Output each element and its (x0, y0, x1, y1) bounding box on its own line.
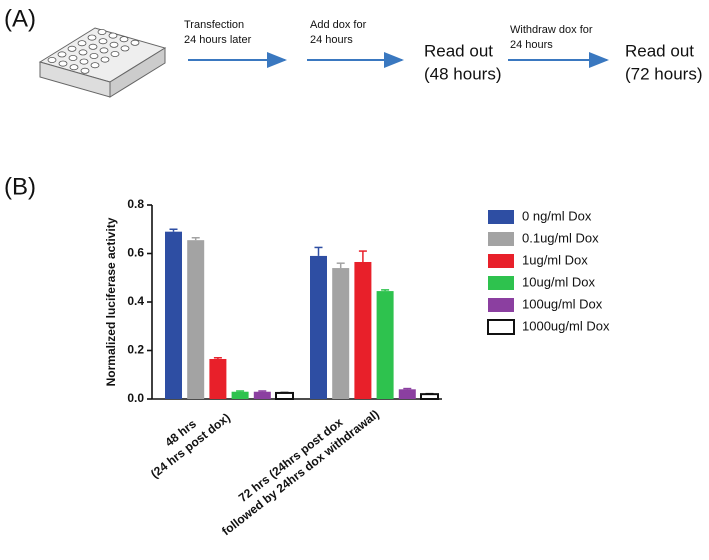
legend-swatch (488, 276, 514, 290)
well (69, 64, 79, 71)
y-tick-label: 0.6 (127, 246, 144, 260)
legend-label: 0 ng/ml Dox (522, 208, 592, 223)
well (77, 40, 87, 47)
well (57, 51, 67, 58)
x-tick-label: 72 hrs (24hrs post dox (236, 415, 346, 505)
legend-label: 1ug/ml Dox (522, 252, 588, 267)
well (110, 51, 120, 58)
y-tick-label: 0.0 (127, 391, 144, 405)
bar (398, 389, 416, 399)
step-label: Transfection (184, 19, 244, 31)
step-label: Withdraw dox for (510, 24, 593, 36)
well (119, 36, 129, 43)
well (58, 60, 68, 67)
error-bar (314, 246, 323, 256)
error-bar (236, 390, 245, 392)
well (108, 32, 118, 39)
legend-swatch (487, 319, 515, 335)
well (79, 58, 89, 65)
well (67, 45, 77, 52)
well (97, 28, 107, 35)
well (109, 41, 119, 48)
y-tick-label: 0.2 (127, 343, 144, 357)
readout-label: (48 hours) (424, 64, 501, 83)
step-label: 24 hours later (184, 34, 252, 46)
legend-label: 100ug/ml Dox (522, 296, 603, 311)
error-bar (258, 390, 267, 392)
well (89, 53, 99, 60)
well (88, 43, 98, 50)
error-bar (336, 262, 345, 269)
bar (165, 231, 182, 399)
step-label: 24 hours (310, 34, 353, 46)
well (98, 38, 108, 45)
error-bar (381, 289, 390, 292)
bar (231, 391, 249, 399)
bar (376, 291, 394, 399)
readout-label: (72 hours) (625, 64, 702, 83)
well (68, 55, 78, 62)
legend-swatch (488, 232, 514, 246)
bar (275, 391, 294, 400)
error-bar (358, 250, 367, 262)
error-bar (191, 236, 200, 241)
y-tick-label: 0.4 (127, 294, 144, 308)
y-axis-label: Normalized luciferase activity (104, 217, 118, 386)
well (120, 45, 130, 52)
bar (253, 391, 271, 399)
legend-label: 10ug/ml Dox (522, 274, 595, 289)
well (80, 67, 90, 74)
error-bar (403, 387, 412, 390)
well (100, 56, 110, 63)
y-tick-label: 0.8 (127, 197, 144, 211)
well-plate (38, 27, 167, 98)
well (78, 49, 88, 56)
step-label: 24 hours (510, 39, 553, 51)
well (87, 34, 97, 41)
legend-label: 1000ug/ml Dox (522, 318, 610, 333)
well (130, 39, 140, 46)
bar (209, 358, 227, 399)
readout-label: Read out (625, 41, 694, 60)
well (99, 47, 109, 54)
legend-label: 0.1ug/ml Dox (522, 230, 599, 245)
bar (310, 255, 327, 399)
legend-swatch (488, 210, 514, 224)
legend-swatch (488, 254, 514, 268)
panel-label: (A) (4, 5, 36, 32)
panel-label: (B) (4, 173, 36, 200)
readout-label: Read out (424, 41, 493, 60)
step-label: Add dox for (310, 19, 367, 31)
bar (420, 393, 439, 400)
bar (187, 240, 205, 399)
well (47, 57, 57, 64)
well (90, 62, 100, 69)
error-bar (169, 228, 178, 232)
bar (354, 261, 372, 399)
error-bar (213, 357, 222, 359)
legend-swatch (488, 298, 514, 312)
x-tick-label: followed by 24hrs dox withdrawal) (219, 407, 382, 538)
bar (332, 268, 350, 399)
